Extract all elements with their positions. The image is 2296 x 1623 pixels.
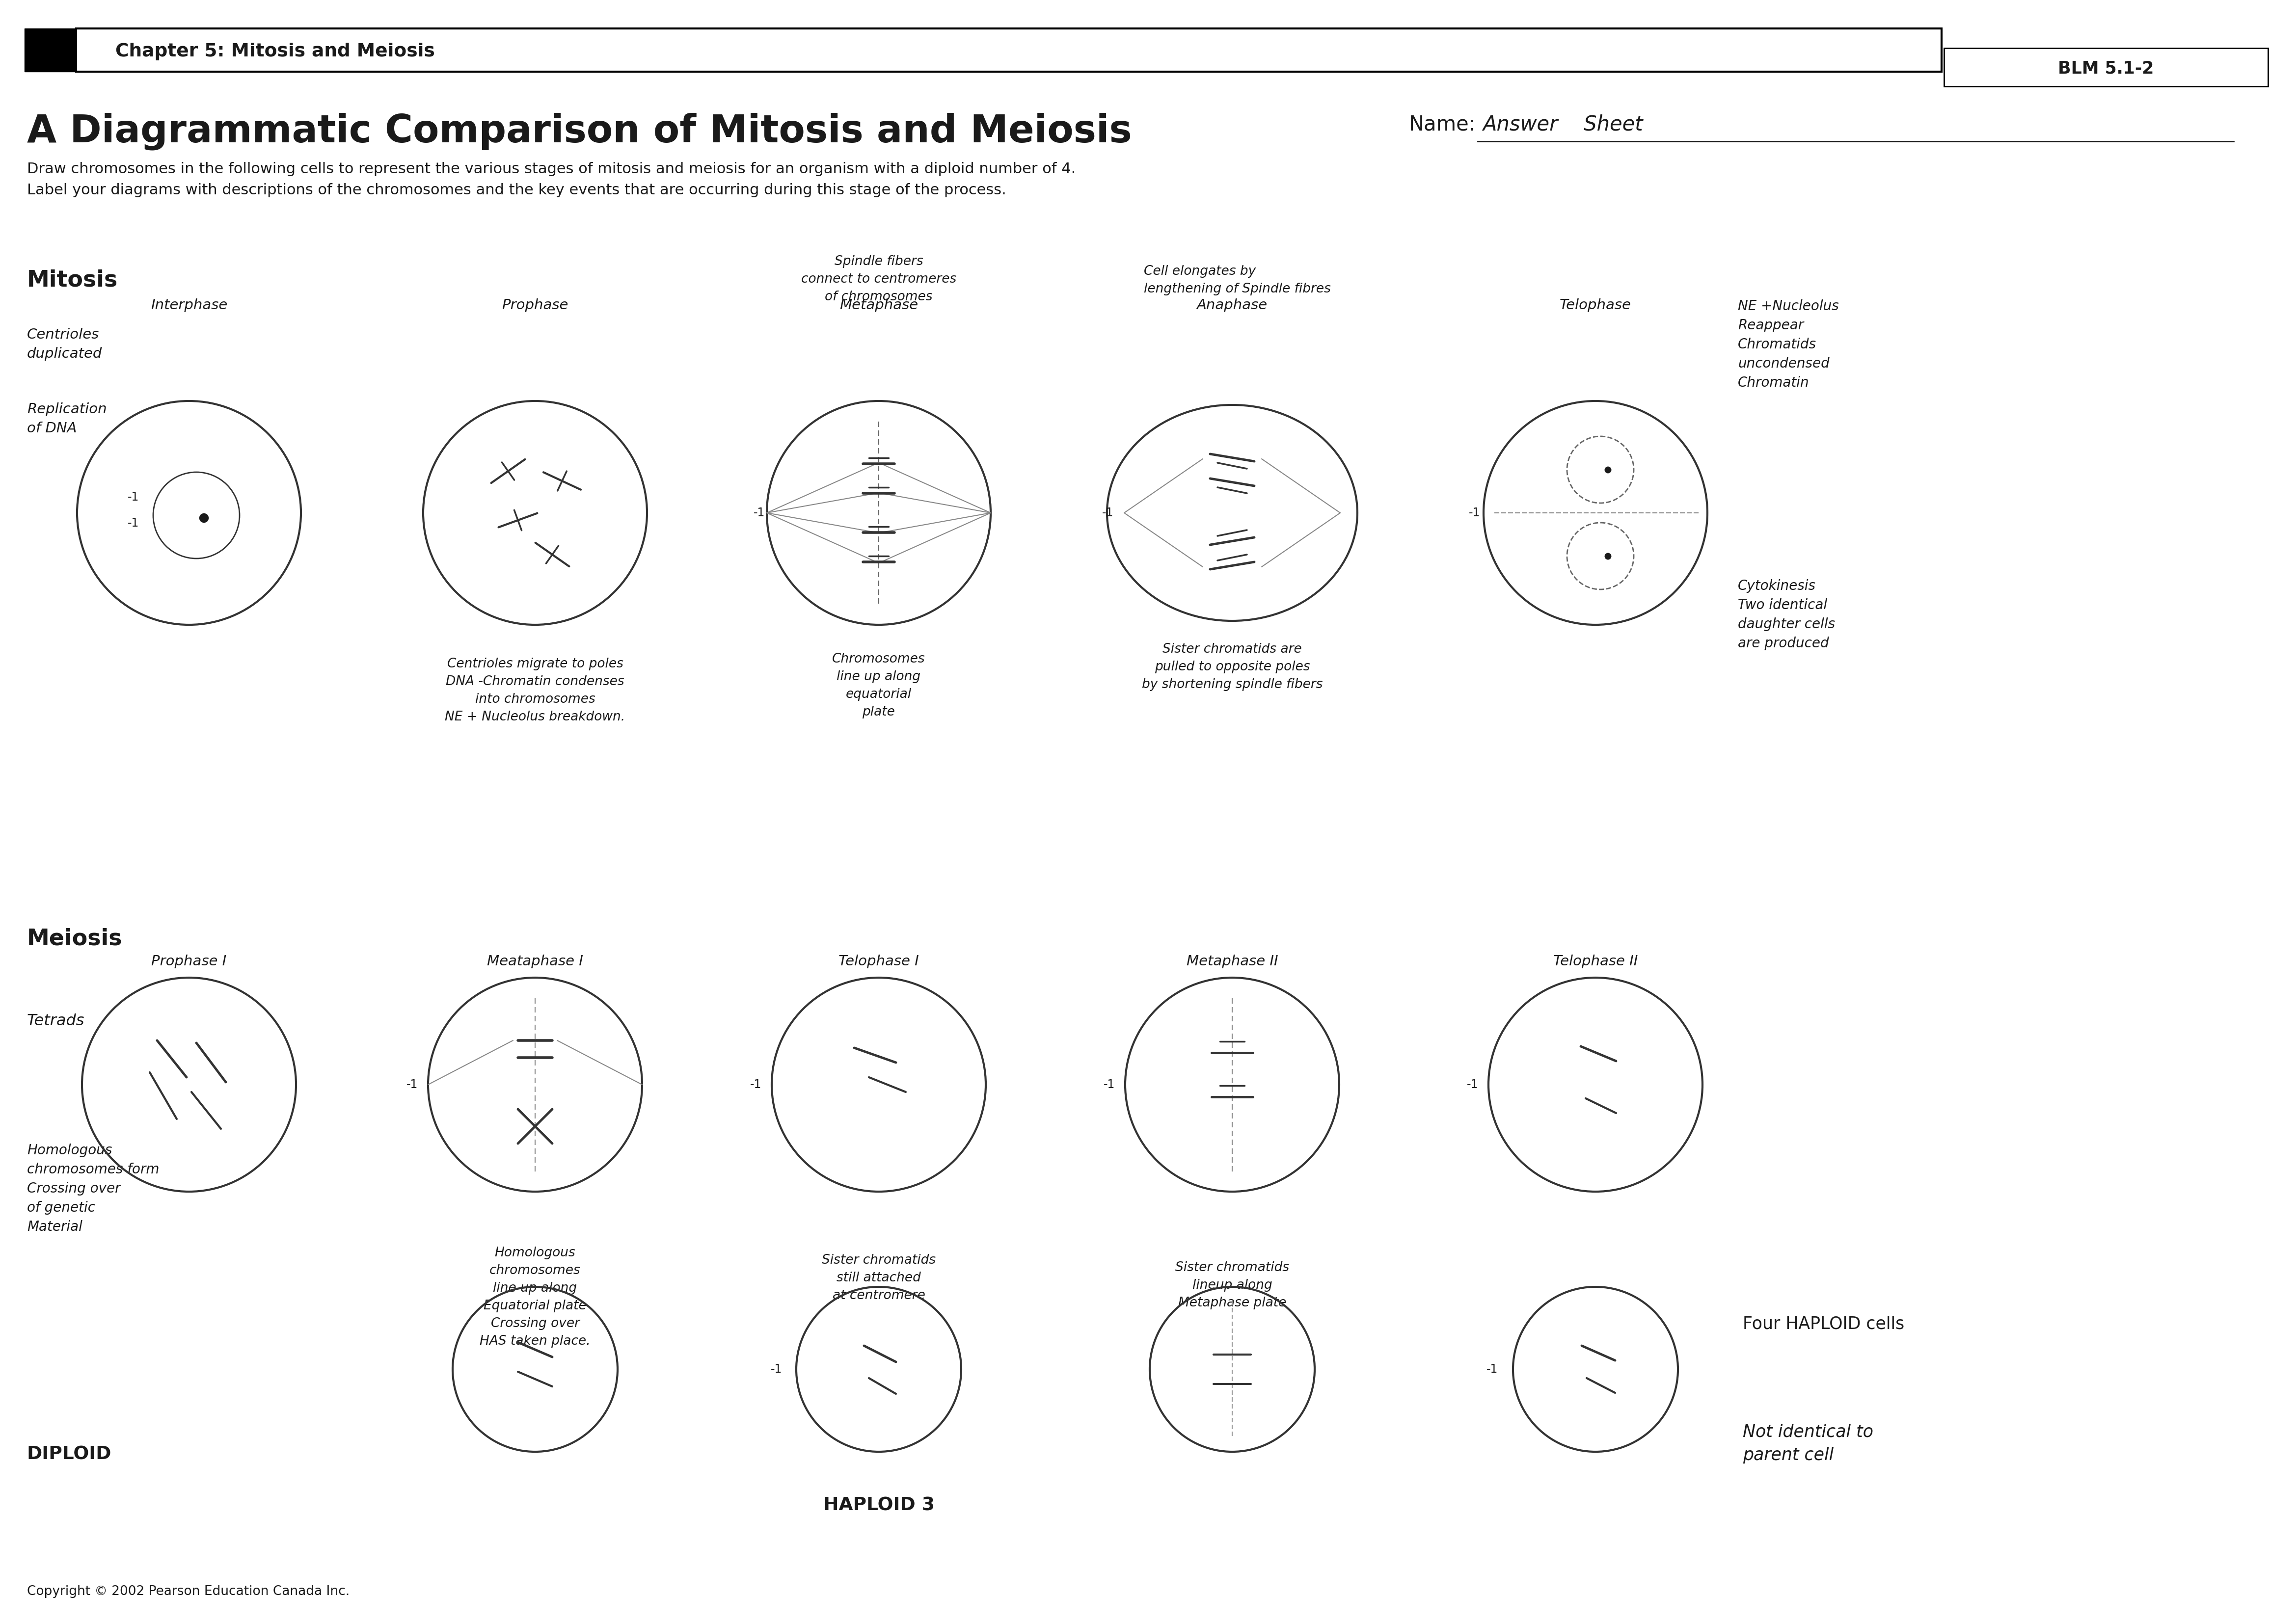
FancyBboxPatch shape bbox=[1945, 49, 2268, 86]
Text: -1: -1 bbox=[771, 1363, 783, 1375]
Text: Anaphase: Anaphase bbox=[1196, 299, 1267, 312]
Text: Sister chromatids
still attached
at centromere: Sister chromatids still attached at cent… bbox=[822, 1255, 937, 1302]
Text: -1: -1 bbox=[751, 1079, 762, 1091]
Text: Four HAPLOID cells: Four HAPLOID cells bbox=[1743, 1315, 1903, 1332]
FancyBboxPatch shape bbox=[25, 29, 76, 71]
Text: -1: -1 bbox=[129, 492, 140, 503]
Text: Meiosis: Meiosis bbox=[28, 928, 122, 949]
Text: Cell elongates by
lengthening of Spindle fibres: Cell elongates by lengthening of Spindle… bbox=[1143, 265, 1332, 295]
Text: A Diagrammatic Comparison of Mitosis and Meiosis: A Diagrammatic Comparison of Mitosis and… bbox=[28, 114, 1132, 151]
FancyBboxPatch shape bbox=[76, 29, 1942, 71]
Text: Interphase: Interphase bbox=[152, 299, 227, 312]
Text: -1: -1 bbox=[129, 518, 140, 529]
Text: -1: -1 bbox=[1104, 1079, 1116, 1091]
Text: Prophase: Prophase bbox=[503, 299, 569, 312]
Text: BLM 5.1-2: BLM 5.1-2 bbox=[2057, 60, 2154, 76]
Text: Metaphase II: Metaphase II bbox=[1187, 954, 1279, 969]
Text: -1: -1 bbox=[1467, 1079, 1479, 1091]
Text: -1: -1 bbox=[1469, 506, 1481, 519]
Text: Cytokinesis
Two identical
daughter cells
are produced: Cytokinesis Two identical daughter cells… bbox=[1738, 579, 1835, 651]
Text: Spindle fibers
connect to centromeres
of chromosomes: Spindle fibers connect to centromeres of… bbox=[801, 255, 957, 304]
Text: Draw chromosomes in the following cells to represent the various stages of mitos: Draw chromosomes in the following cells … bbox=[28, 162, 1077, 196]
Text: Meataphase I: Meataphase I bbox=[487, 954, 583, 969]
Text: NE +Nucleolus
Reappear
Chromatids
uncondensed
Chromatin: NE +Nucleolus Reappear Chromatids uncond… bbox=[1738, 299, 1839, 390]
Text: Replication
of DNA: Replication of DNA bbox=[28, 403, 108, 435]
Text: Name:: Name: bbox=[1410, 114, 1476, 135]
Text: -1: -1 bbox=[406, 1079, 418, 1091]
Text: Telophase: Telophase bbox=[1559, 299, 1630, 312]
Text: Chromosomes
line up along
equatorial
plate: Chromosomes line up along equatorial pla… bbox=[831, 652, 925, 719]
Text: Telophase II: Telophase II bbox=[1552, 954, 1637, 969]
Text: HAPLOID 3: HAPLOID 3 bbox=[822, 1496, 934, 1514]
Text: Copyright © 2002 Pearson Education Canada Inc.: Copyright © 2002 Pearson Education Canad… bbox=[28, 1586, 349, 1599]
Text: -1: -1 bbox=[753, 506, 765, 519]
Text: Homologous
chromosomes form
Crossing over
of genetic
Material: Homologous chromosomes form Crossing ove… bbox=[28, 1144, 158, 1233]
Text: Prophase I: Prophase I bbox=[152, 954, 227, 969]
Text: Sister chromatids are
pulled to opposite poles
by shortening spindle fibers: Sister chromatids are pulled to opposite… bbox=[1141, 643, 1322, 691]
Text: Centrioles migrate to poles
DNA -Chromatin condenses
into chromosomes
NE + Nucle: Centrioles migrate to poles DNA -Chromat… bbox=[445, 657, 625, 724]
Text: -1: -1 bbox=[1486, 1363, 1497, 1375]
Text: Sister chromatids
lineup along
Metaphase plate: Sister chromatids lineup along Metaphase… bbox=[1176, 1261, 1288, 1310]
Text: -1: -1 bbox=[1102, 506, 1114, 519]
Text: Tetrads: Tetrads bbox=[28, 1013, 85, 1029]
Text: Chapter 5: Mitosis and Meiosis: Chapter 5: Mitosis and Meiosis bbox=[115, 42, 434, 60]
Text: Centrioles
duplicated: Centrioles duplicated bbox=[28, 328, 103, 360]
Text: Mitosis: Mitosis bbox=[28, 269, 117, 291]
Text: Not identical to
parent cell: Not identical to parent cell bbox=[1743, 1423, 1874, 1464]
Text: Answer    Sheet: Answer Sheet bbox=[1483, 114, 1644, 135]
Text: Telophase I: Telophase I bbox=[838, 954, 918, 969]
Text: Homologous
chromosomes
line up along
Equatorial plate
Crossing over
HAS taken pl: Homologous chromosomes line up along Equ… bbox=[480, 1246, 590, 1347]
Text: Metaphase: Metaphase bbox=[840, 299, 918, 312]
Text: DIPLOID: DIPLOID bbox=[28, 1446, 113, 1462]
